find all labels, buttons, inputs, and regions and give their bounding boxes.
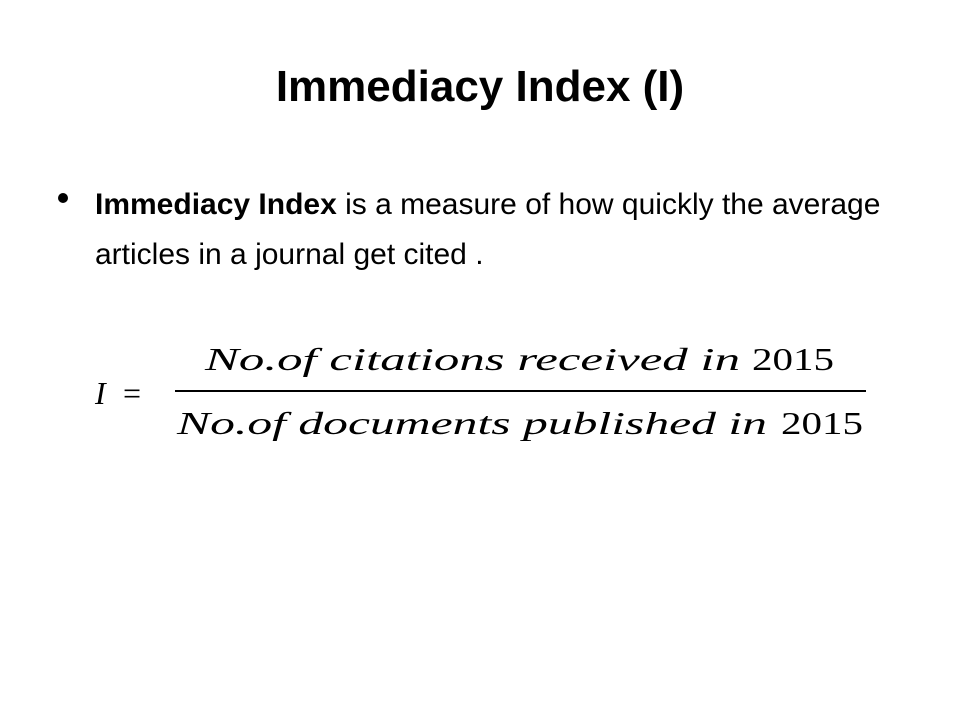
slide-title: Immediacy Index (I) xyxy=(275,62,685,111)
numerator-year: 2015 xyxy=(752,341,834,377)
denominator-year: 2015 xyxy=(781,405,863,441)
formula-lhs: I xyxy=(94,375,107,411)
bullet-dot xyxy=(58,193,68,203)
numerator-text: No.of citations received in xyxy=(203,341,740,377)
bullet-bold: Immediacy Index xyxy=(95,188,337,221)
bullet-text: Immediacy Index is a measure of how quic… xyxy=(95,180,905,280)
denominator-text: No.of documents published in xyxy=(175,405,767,441)
bullet-body: is a measure of how quickly the average … xyxy=(95,188,881,271)
formula-equals: = xyxy=(123,375,141,411)
